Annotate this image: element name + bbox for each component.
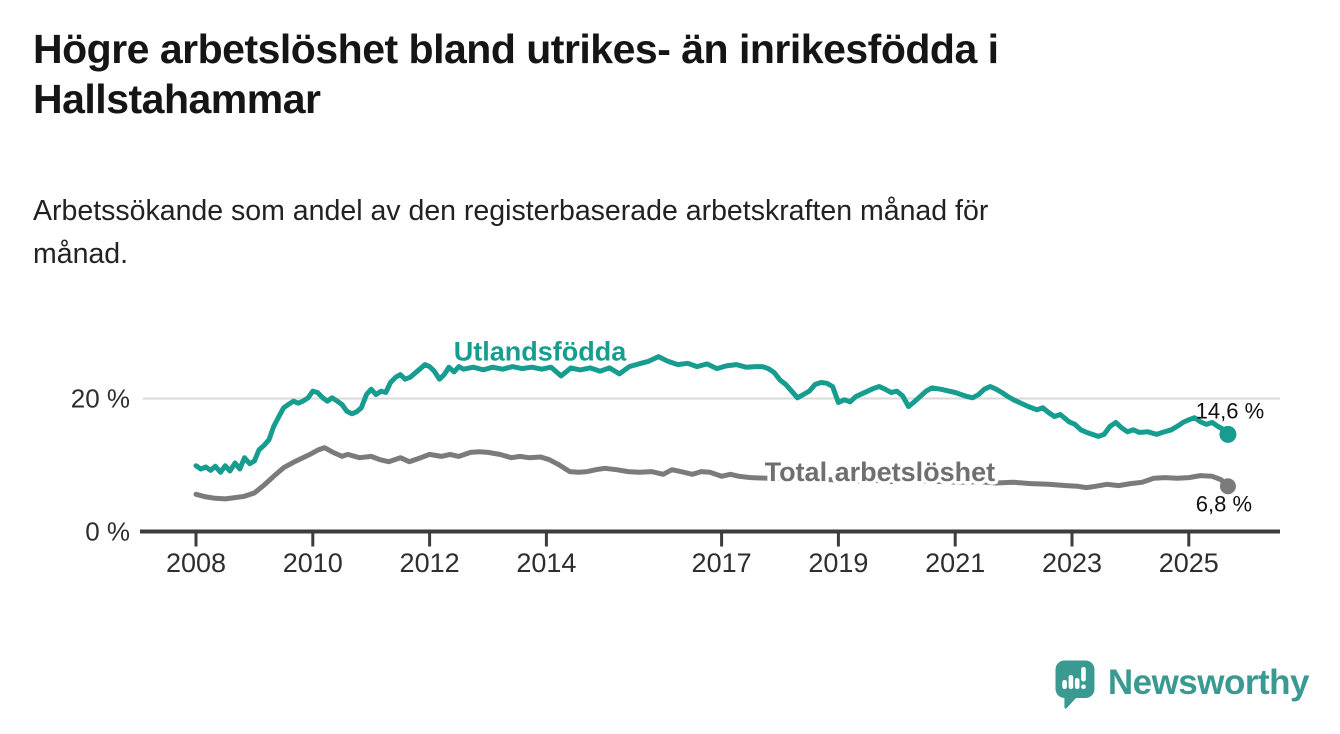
logo-bar-1 (1062, 680, 1067, 689)
logo-exclamation-bar (1081, 667, 1086, 682)
x-tick-label-2025: 2025 (1159, 548, 1219, 578)
page-title: Högre arbetslöshet bland utrikes- än inr… (33, 26, 999, 123)
series-label-total: Total arbetslöshet (765, 457, 996, 487)
series-line-total (193, 445, 1231, 502)
end-value-label-utlandsfodda: 14,6 % (1196, 398, 1265, 423)
x-tick-label-2014: 2014 (516, 548, 576, 578)
series-label-utlandsfodda: Utlandsfödda (454, 337, 627, 367)
x-tick-label-2012: 2012 (400, 548, 460, 578)
page-subtitle: Arbetssökande som andel av den registerb… (33, 195, 989, 270)
brand-footer: Newsworthy (1055, 660, 1310, 710)
x-tick-label-2023: 2023 (1042, 548, 1102, 578)
logo-bar-3 (1074, 678, 1080, 689)
y-axis-label-0: 0 % (85, 517, 130, 547)
newsworthy-logo-icon (1055, 660, 1095, 709)
y-axis-label-20: 20 % (71, 384, 130, 414)
brand-name: Newsworthy (1107, 662, 1310, 702)
x-tick-label-2017: 2017 (692, 548, 752, 578)
x-tick-label-2010: 2010 (283, 548, 343, 578)
end-value-label-total: 6,8 % (1196, 491, 1252, 516)
logo-exclamation-dot (1081, 684, 1086, 689)
series-end-dot-utlandsfodda (1219, 425, 1237, 443)
logo-bar-2 (1068, 675, 1074, 689)
x-tick-label-2021: 2021 (925, 548, 985, 578)
series-end-dot-total (1219, 478, 1236, 495)
x-tick-label-2008: 2008 (166, 548, 226, 578)
series-line-utlandsfodda (193, 354, 1231, 475)
x-tick-label-2019: 2019 (808, 548, 868, 578)
